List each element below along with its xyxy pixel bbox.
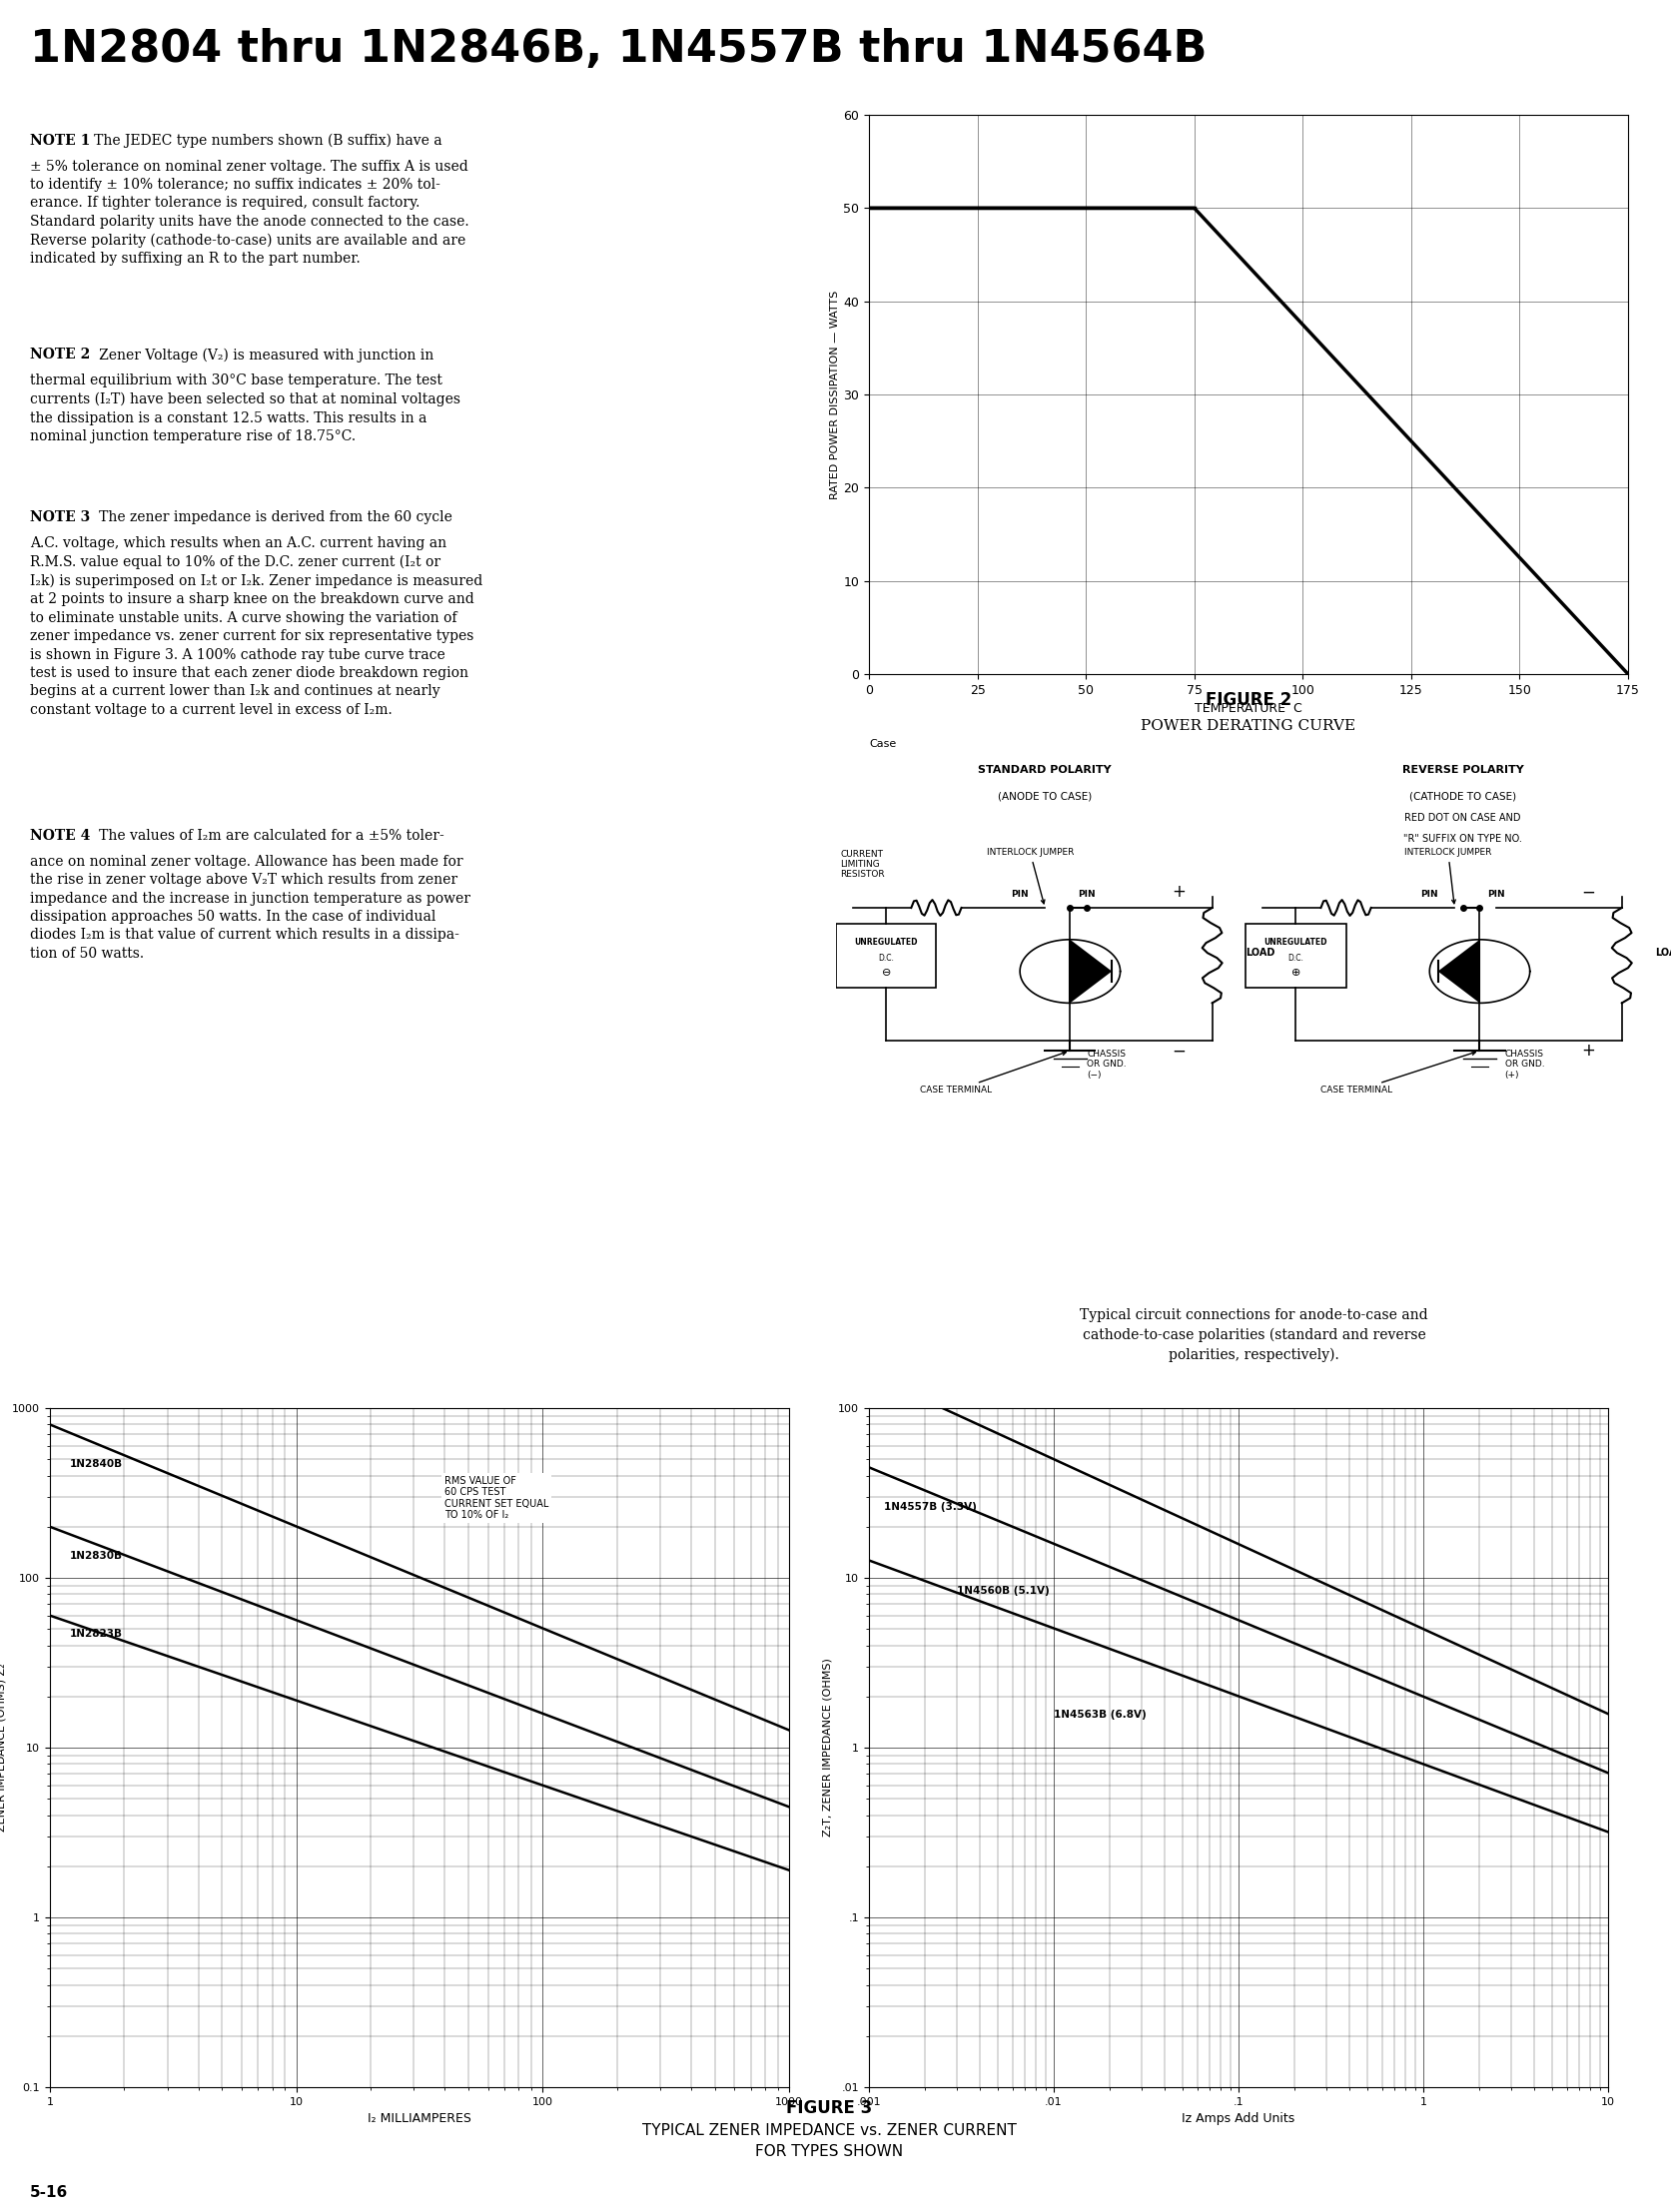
X-axis label: TEMPERATURE  C: TEMPERATURE C: [1195, 703, 1302, 714]
Text: 1N2804 thru 1N2846B, 1N4557B thru 1N4564B: 1N2804 thru 1N2846B, 1N4557B thru 1N4564…: [30, 27, 1206, 71]
Text: 1N4563B (6.8V): 1N4563B (6.8V): [1053, 1710, 1146, 1719]
Text: PIN: PIN: [1011, 889, 1028, 900]
Text: NOTE 1: NOTE 1: [30, 133, 90, 148]
Text: Case: Case: [869, 739, 896, 750]
Text: Typical circuit connections for anode-to-case and
cathode-to-case polarities (st: Typical circuit connections for anode-to…: [1079, 1307, 1427, 1363]
Text: 1N4557B (3.3V): 1N4557B (3.3V): [882, 1502, 976, 1513]
Text: INTERLOCK JUMPER: INTERLOCK JUMPER: [986, 847, 1073, 902]
Text: ± 5% tolerance on nominal zener voltage. The suffix A is used
to identify ± 10% : ± 5% tolerance on nominal zener voltage.…: [30, 159, 470, 265]
Text: UNREGULATED: UNREGULATED: [854, 938, 917, 947]
Text: ⊕: ⊕: [1290, 967, 1300, 978]
Text: Zener Voltage (V₂) is measured with junction in: Zener Voltage (V₂) is measured with junc…: [85, 347, 434, 363]
Text: thermal equilibrium with 30°C base temperature. The test
currents (I₂T) have bee: thermal equilibrium with 30°C base tempe…: [30, 374, 460, 442]
Y-axis label: Z₂T, ZENER IMPEDANCE (OHMS): Z₂T, ZENER IMPEDANCE (OHMS): [822, 1659, 832, 1836]
Text: −: −: [1171, 1042, 1185, 1060]
Text: The JEDEC type numbers shown (B suffix) have a: The JEDEC type numbers shown (B suffix) …: [80, 133, 441, 148]
Text: UNREGULATED: UNREGULATED: [1263, 938, 1327, 947]
Text: D.C.: D.C.: [1287, 953, 1303, 962]
Text: RED DOT ON CASE AND: RED DOT ON CASE AND: [1404, 812, 1521, 823]
Polygon shape: [1069, 940, 1111, 1002]
Text: (ANODE TO CASE): (ANODE TO CASE): [998, 792, 1091, 801]
Text: CHASSIS
OR GND.
(−): CHASSIS OR GND. (−): [1086, 1048, 1126, 1079]
Bar: [1245, 925, 1345, 987]
Text: 1N4560B (5.1V): 1N4560B (5.1V): [956, 1586, 1049, 1597]
Text: POWER DERATING CURVE: POWER DERATING CURVE: [1140, 719, 1355, 732]
X-axis label: Iz Amps Add Units: Iz Amps Add Units: [1181, 2112, 1295, 2126]
Text: NOTE 3: NOTE 3: [30, 511, 90, 524]
Text: CASE TERMINAL: CASE TERMINAL: [919, 1051, 1066, 1095]
Text: "R" SUFFIX ON TYPE NO.: "R" SUFFIX ON TYPE NO.: [1402, 834, 1522, 843]
Text: RMS VALUE OF
60 CPS TEST
CURRENT SET EQUAL
TO 10% OF I₂: RMS VALUE OF 60 CPS TEST CURRENT SET EQU…: [444, 1475, 548, 1520]
Polygon shape: [1437, 940, 1479, 1002]
Text: LOAD: LOAD: [1654, 947, 1671, 958]
Text: +: +: [1581, 1042, 1594, 1060]
Text: +: +: [1171, 883, 1185, 900]
Text: TYPICAL ZENER IMPEDANCE vs. ZENER CURRENT
FOR TYPES SHOWN: TYPICAL ZENER IMPEDANCE vs. ZENER CURREN…: [642, 2124, 1016, 2159]
Text: −: −: [1581, 883, 1594, 900]
Text: CURRENT
LIMITING
RESISTOR: CURRENT LIMITING RESISTOR: [839, 849, 884, 880]
Text: ⊖: ⊖: [881, 967, 891, 978]
Text: 1N2840B: 1N2840B: [70, 1460, 122, 1469]
Text: NOTE 2: NOTE 2: [30, 347, 90, 363]
Bar: [836, 925, 936, 987]
Text: ance on nominal zener voltage. Allowance has been made for
the rise in zener vol: ance on nominal zener voltage. Allowance…: [30, 854, 470, 960]
Text: FIGURE 3: FIGURE 3: [785, 2099, 872, 2117]
Text: REVERSE POLARITY: REVERSE POLARITY: [1402, 765, 1522, 774]
Text: The values of I₂m are calculated for a ±5% toler-: The values of I₂m are calculated for a ±…: [85, 830, 444, 843]
Text: D.C.: D.C.: [877, 953, 894, 962]
Text: (CATHODE TO CASE): (CATHODE TO CASE): [1409, 792, 1516, 801]
Text: 5-16: 5-16: [30, 2185, 69, 2199]
Text: STANDARD POLARITY: STANDARD POLARITY: [978, 765, 1111, 774]
Text: CHASSIS
OR GND.
(+): CHASSIS OR GND. (+): [1504, 1048, 1544, 1079]
Text: INTERLOCK JUMPER: INTERLOCK JUMPER: [1404, 847, 1491, 902]
Text: NOTE 4: NOTE 4: [30, 830, 90, 843]
Text: 1N2823B: 1N2823B: [70, 1628, 122, 1639]
Y-axis label: ZENER IMPEDANCE (OHMS) Z₂: ZENER IMPEDANCE (OHMS) Z₂: [0, 1663, 7, 1832]
Text: PIN: PIN: [1420, 889, 1437, 900]
Text: The zener impedance is derived from the 60 cycle: The zener impedance is derived from the …: [85, 511, 453, 524]
Text: CASE TERMINAL: CASE TERMINAL: [1320, 1051, 1475, 1095]
Text: 1N2830B: 1N2830B: [70, 1551, 122, 1559]
Y-axis label: RATED POWER DISSIPATION — WATTS: RATED POWER DISSIPATION — WATTS: [830, 290, 841, 500]
Text: PIN: PIN: [1487, 889, 1504, 900]
Text: LOAD: LOAD: [1245, 947, 1275, 958]
Text: PIN: PIN: [1078, 889, 1095, 900]
X-axis label: I₂ MILLIAMPERES: I₂ MILLIAMPERES: [368, 2112, 471, 2126]
Text: FIGURE 2: FIGURE 2: [1205, 690, 1290, 710]
Text: A.C. voltage, which results when an A.C. current having an
R.M.S. value equal to: A.C. voltage, which results when an A.C.…: [30, 538, 483, 717]
